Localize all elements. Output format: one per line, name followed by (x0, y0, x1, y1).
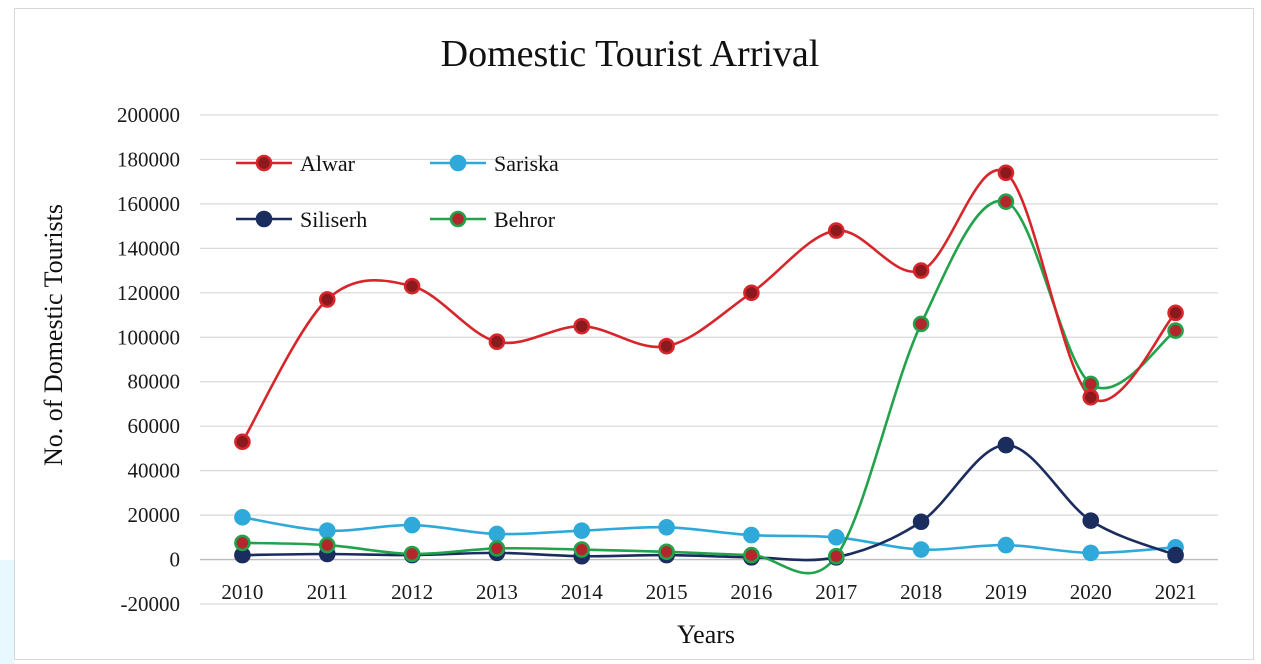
data-point-siliserh (1167, 546, 1184, 564)
x-tick-label: 2012 (391, 580, 433, 604)
legend-marker-sariska (449, 154, 467, 172)
data-point-sariska (743, 526, 760, 544)
y-tick-label: 120000 (117, 281, 180, 305)
legend: Alwar Sariska Siliserh Behror (236, 151, 559, 232)
x-tick-label: 2016 (730, 580, 772, 604)
x-tick-label: 2011 (307, 580, 348, 604)
legend-label-behror: Behror (494, 207, 556, 232)
legend-label-siliserh: Siliserh (300, 207, 367, 232)
x-axis-ticks: 2010 2011 2012 2013 2014 2015 2016 2017 2018 2019… (221, 580, 1196, 604)
data-point-alwar (573, 317, 591, 335)
data-point-behror (573, 541, 591, 558)
data-point-alwar (1082, 388, 1100, 406)
data-point-alwar (318, 291, 336, 308)
y-tick-label: 200000 (117, 103, 180, 127)
edge-strip (0, 560, 14, 664)
data-point-behror (827, 547, 845, 565)
x-tick-label: 2013 (476, 580, 518, 604)
data-point-sariska (234, 509, 251, 526)
data-point-sariska (1082, 544, 1100, 562)
y-tick-label: 180000 (117, 147, 180, 171)
legend-label-alwar: Alwar (300, 151, 356, 176)
y-tick-label: 0 (170, 548, 181, 572)
data-point-sariska (488, 525, 506, 543)
data-point-behror (743, 546, 760, 564)
chart-title: Domestic Tourist Arrival (441, 33, 820, 75)
legend-marker-alwar (255, 154, 273, 172)
series-line-alwar (241, 168, 1177, 443)
data-point-alwar (912, 262, 930, 279)
x-tick-label: 2015 (646, 580, 688, 604)
data-point-sariska (912, 541, 930, 558)
y-tick-label: 20000 (128, 503, 181, 527)
y-tick-label: -20000 (121, 592, 181, 616)
data-point-behror (403, 545, 421, 563)
series-line-siliserh (242, 443, 1177, 562)
x-tick-label: 2010 (221, 580, 263, 604)
data-point-siliserh (1082, 512, 1100, 529)
data-point-alwar (997, 164, 1015, 182)
series-line-behror (242, 199, 1177, 575)
y-axis-title: No. of Domestic Tourists (39, 204, 68, 466)
data-point-behror (912, 315, 930, 333)
data-point-alwar (403, 277, 421, 295)
x-tick-label: 2020 (1070, 580, 1112, 604)
x-axis-title: Years (677, 620, 735, 649)
x-tick-label: 2019 (985, 580, 1027, 604)
data-point-alwar (488, 333, 506, 351)
series-line-sariska (242, 516, 1176, 555)
y-axis-ticks: -20000 0 20000 40000 60000 80000 100000 120000 1… (117, 103, 180, 616)
gridlines (200, 114, 1218, 605)
data-point-sariska (403, 516, 421, 534)
data-point-alwar (658, 337, 675, 355)
data-point-behror (1167, 322, 1184, 339)
data-point-behror (318, 536, 336, 554)
data-point-sariska (658, 519, 675, 536)
data-point-behror (234, 534, 251, 552)
data-point-siliserh (912, 513, 930, 531)
data-point-behror (997, 193, 1015, 210)
data-point-alwar (234, 433, 251, 451)
data-point-behror (1082, 375, 1100, 393)
data-point-sariska (573, 522, 591, 539)
data-point-alwar (827, 222, 845, 239)
legend-marker-siliserh (255, 210, 273, 228)
series-lines (234, 164, 1184, 575)
y-tick-label: 40000 (128, 459, 181, 483)
data-point-behror (658, 543, 675, 561)
x-tick-label: 2018 (900, 580, 942, 604)
data-point-alwar (1167, 304, 1184, 322)
data-point-siliserh (997, 436, 1015, 454)
legend-marker-behror (449, 210, 467, 228)
x-tick-label: 2014 (561, 580, 604, 604)
y-tick-label: 140000 (117, 236, 180, 260)
data-point-sariska (318, 522, 336, 539)
x-tick-label: 2017 (815, 580, 857, 604)
data-point-alwar (743, 284, 760, 302)
y-tick-label: 160000 (117, 192, 180, 216)
y-tick-label: 80000 (128, 370, 181, 394)
data-point-behror (488, 540, 506, 557)
y-tick-label: 100000 (117, 325, 180, 349)
y-tick-label: 60000 (128, 414, 181, 438)
data-point-sariska (997, 536, 1015, 554)
legend-label-sariska: Sariska (494, 151, 559, 176)
x-tick-label: 2021 (1155, 580, 1197, 604)
data-point-sariska (827, 529, 845, 546)
